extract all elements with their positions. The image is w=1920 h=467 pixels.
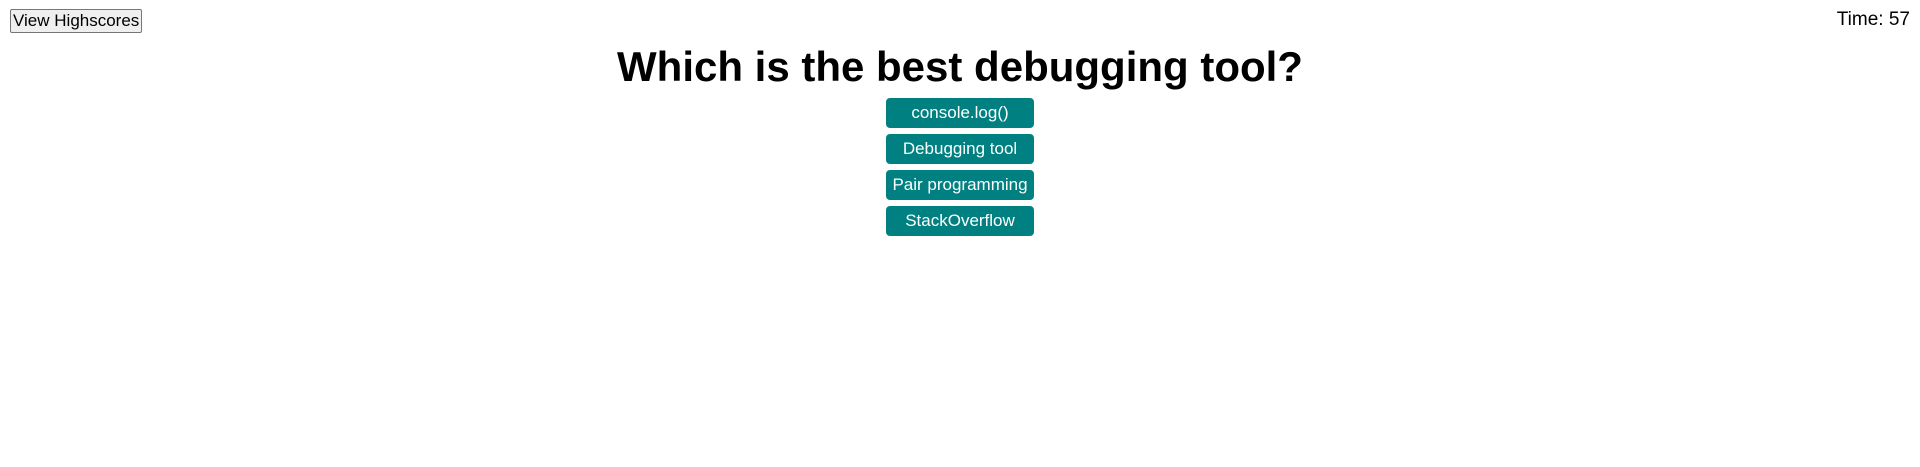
answer-choices: console.log() Debugging tool Pair progra… — [0, 98, 1920, 242]
view-highscores-button[interactable]: View Highscores — [10, 9, 143, 33]
answer-choice-button[interactable]: console.log() — [886, 98, 1034, 128]
answer-choice-button[interactable]: Pair programming — [886, 170, 1034, 200]
answer-choice-button[interactable]: StackOverflow — [886, 206, 1034, 236]
timer-display: Time: 57 — [1836, 9, 1910, 30]
question-title: Which is the best debugging tool? — [617, 43, 1303, 90]
answer-choice-button[interactable]: Debugging tool — [886, 134, 1034, 164]
